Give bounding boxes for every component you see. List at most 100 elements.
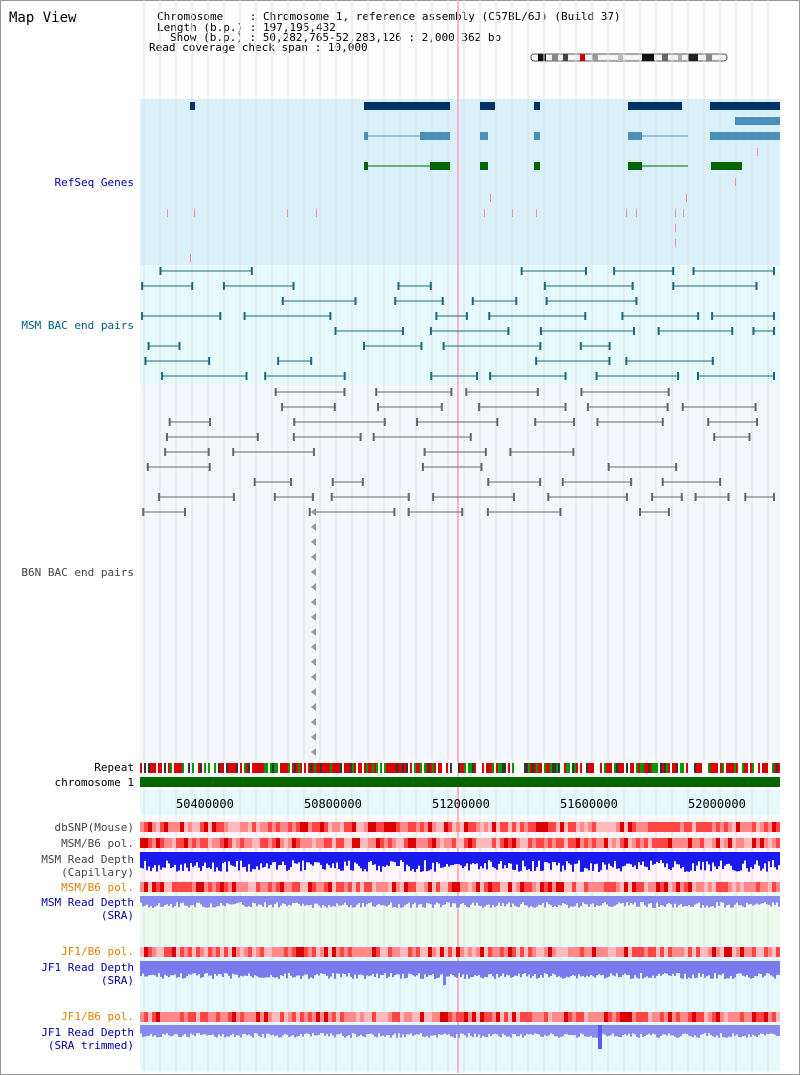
jf1-pol2-mark — [732, 1012, 736, 1022]
jf1-pol-mark — [140, 947, 144, 957]
track-label-jf1-pol-1[interactable]: JF1/B6 pol. — [61, 945, 134, 958]
repeat-mark — [370, 763, 372, 773]
msm-depth-sra-bar — [468, 896, 470, 908]
msm-depth-capillary-bar — [240, 852, 242, 861]
msm-pol2-mark — [188, 882, 192, 892]
chromosome-bar — [140, 777, 780, 787]
msm-depth-capillary-bar — [494, 852, 496, 869]
chromosome-ideogram[interactable] — [530, 53, 730, 63]
jf1-pol2-mark — [736, 1012, 740, 1022]
jf1-depth-trimmed-bar — [580, 1025, 582, 1034]
jf1-pol-mark — [320, 947, 324, 957]
jf1-depth-trimmed-bar — [562, 1025, 564, 1037]
jf1-pol-mark — [268, 947, 272, 957]
msm-depth-capillary-bar — [220, 852, 222, 872]
jf1-depth-bar — [566, 961, 568, 977]
track-label-msm-pol-2[interactable]: MSM/B6 pol. — [61, 881, 134, 894]
jf1-depth-trimmed-bar — [496, 1025, 498, 1035]
msm-depth-sra-bar — [348, 896, 350, 908]
msm-depth-capillary-bar — [754, 852, 756, 865]
msm-pol-mark — [236, 838, 240, 848]
jf1-depth-trimmed-bar — [224, 1025, 226, 1038]
msm-depth-sra-bar — [456, 896, 458, 908]
msm-bac-pair-end — [178, 342, 181, 350]
track-label-msm-depth-capillary[interactable]: MSM Read Depth (Capillary) — [41, 853, 134, 879]
jf1-depth-trimmed-bar — [696, 1025, 698, 1038]
repeat-mark — [494, 763, 496, 773]
jf1-depth-bar — [254, 961, 256, 976]
repeat-mark — [210, 763, 212, 773]
msm-depth-sra-bar — [622, 896, 624, 903]
track-label-jf1-depth-trimmed[interactable]: JF1 Read Depth (SRA trimmed) — [41, 1026, 134, 1052]
jf1-depth-bar — [266, 961, 268, 978]
track-label-msm-pol-1[interactable]: MSM/B6 pol. — [61, 837, 134, 850]
repeat-mark — [728, 763, 730, 773]
dbsnp-mark — [340, 822, 344, 832]
msm-depth-sra-bar — [554, 896, 556, 907]
jf1-depth-trimmed-bar — [542, 1025, 544, 1037]
repeat-mark — [450, 763, 452, 773]
msm-pol2-mark — [588, 882, 592, 892]
jf1-depth-bar — [192, 961, 194, 974]
jf1-depth-bar — [652, 961, 654, 976]
jf1-depth-trimmed-bar — [594, 1025, 596, 1038]
msm-depth-sra-bar — [296, 896, 298, 903]
msm-pol-mark — [208, 838, 212, 848]
jf1-depth-trimmed-bar — [146, 1025, 148, 1036]
jf1-pol2-mark — [416, 1012, 420, 1022]
jf1-depth-trimmed-bar — [400, 1025, 402, 1038]
msm-depth-sra-bar — [636, 896, 638, 907]
msm-depth-sra-bar — [186, 896, 188, 907]
msm-pol2-mark — [756, 882, 760, 892]
jf1-depth-bar — [720, 961, 722, 976]
track-label-msm-depth-sra[interactable]: MSM Read Depth (SRA) — [41, 896, 134, 922]
jf1-depth-trimmed-bar — [560, 1025, 562, 1037]
track-label-dbsnp[interactable]: dbSNP(Mouse) — [54, 821, 134, 834]
msm-depth-sra-bar — [672, 896, 674, 908]
track-label-msm-bac[interactable]: MSM BAC end pairs — [21, 319, 134, 332]
jf1-depth-trimmed-bar — [688, 1025, 690, 1036]
msm-depth-sra-bar — [644, 896, 646, 906]
msm-depth-capillary-bar — [204, 852, 206, 863]
jf1-depth-bar — [294, 961, 296, 978]
jf1-depth-bar — [524, 961, 526, 974]
jf1-pol2-mark — [208, 1012, 212, 1022]
msm-depth-sra-bar — [244, 896, 246, 907]
repeat-mark — [314, 763, 316, 773]
b6n-bac-pair-end — [432, 493, 435, 501]
track-label-refseq[interactable]: RefSeq Genes — [54, 176, 134, 189]
jf1-depth-bar — [568, 961, 570, 978]
jf1-pol-mark — [668, 947, 672, 957]
jf1-depth-trimmed-bar — [202, 1025, 204, 1035]
jf1-pol2-mark — [564, 1012, 568, 1022]
repeat-mark — [182, 763, 184, 773]
msm-depth-sra-bar — [208, 896, 210, 908]
msm-pol2-mark — [140, 882, 144, 892]
info-length-value: 197,195,432 — [262, 21, 336, 34]
repeat-mark — [338, 763, 340, 773]
jf1-depth-trimmed-bar — [760, 1025, 762, 1034]
jf1-depth-bar — [746, 961, 748, 975]
jf1-depth-trimmed-bar — [732, 1025, 734, 1034]
jf1-depth-bar — [166, 961, 168, 976]
track-label-b6n-bac[interactable]: B6N BAC end pairs — [21, 566, 134, 579]
repeat-mark — [684, 763, 686, 773]
repeat-mark — [342, 763, 344, 773]
msm-depth-sra-bar — [704, 896, 706, 908]
jf1-pol-mark — [676, 947, 680, 957]
msm-depth-sra-bar — [214, 896, 216, 908]
msm-pol2-mark — [212, 882, 216, 892]
msm-depth-sra-bar — [334, 896, 336, 907]
jf1-pol2-mark — [696, 1012, 700, 1022]
jf1-depth-trimmed-bar — [306, 1025, 308, 1034]
b6n-bac-pair-end — [359, 433, 362, 441]
track-label-jf1-pol-2[interactable]: JF1/B6 pol. — [61, 1010, 134, 1023]
b6n-bac-pair-end — [675, 463, 678, 471]
jf1-depth-trimmed-bar — [730, 1025, 732, 1038]
jf1-depth-bar — [212, 961, 214, 979]
dbsnp-mark — [636, 822, 640, 832]
b6n-bac-pair-end — [484, 448, 487, 456]
repeat-mark — [268, 763, 270, 773]
track-label-jf1-depth[interactable]: JF1 Read Depth (SRA) — [41, 961, 134, 987]
jf1-pol2-mark — [492, 1012, 496, 1022]
